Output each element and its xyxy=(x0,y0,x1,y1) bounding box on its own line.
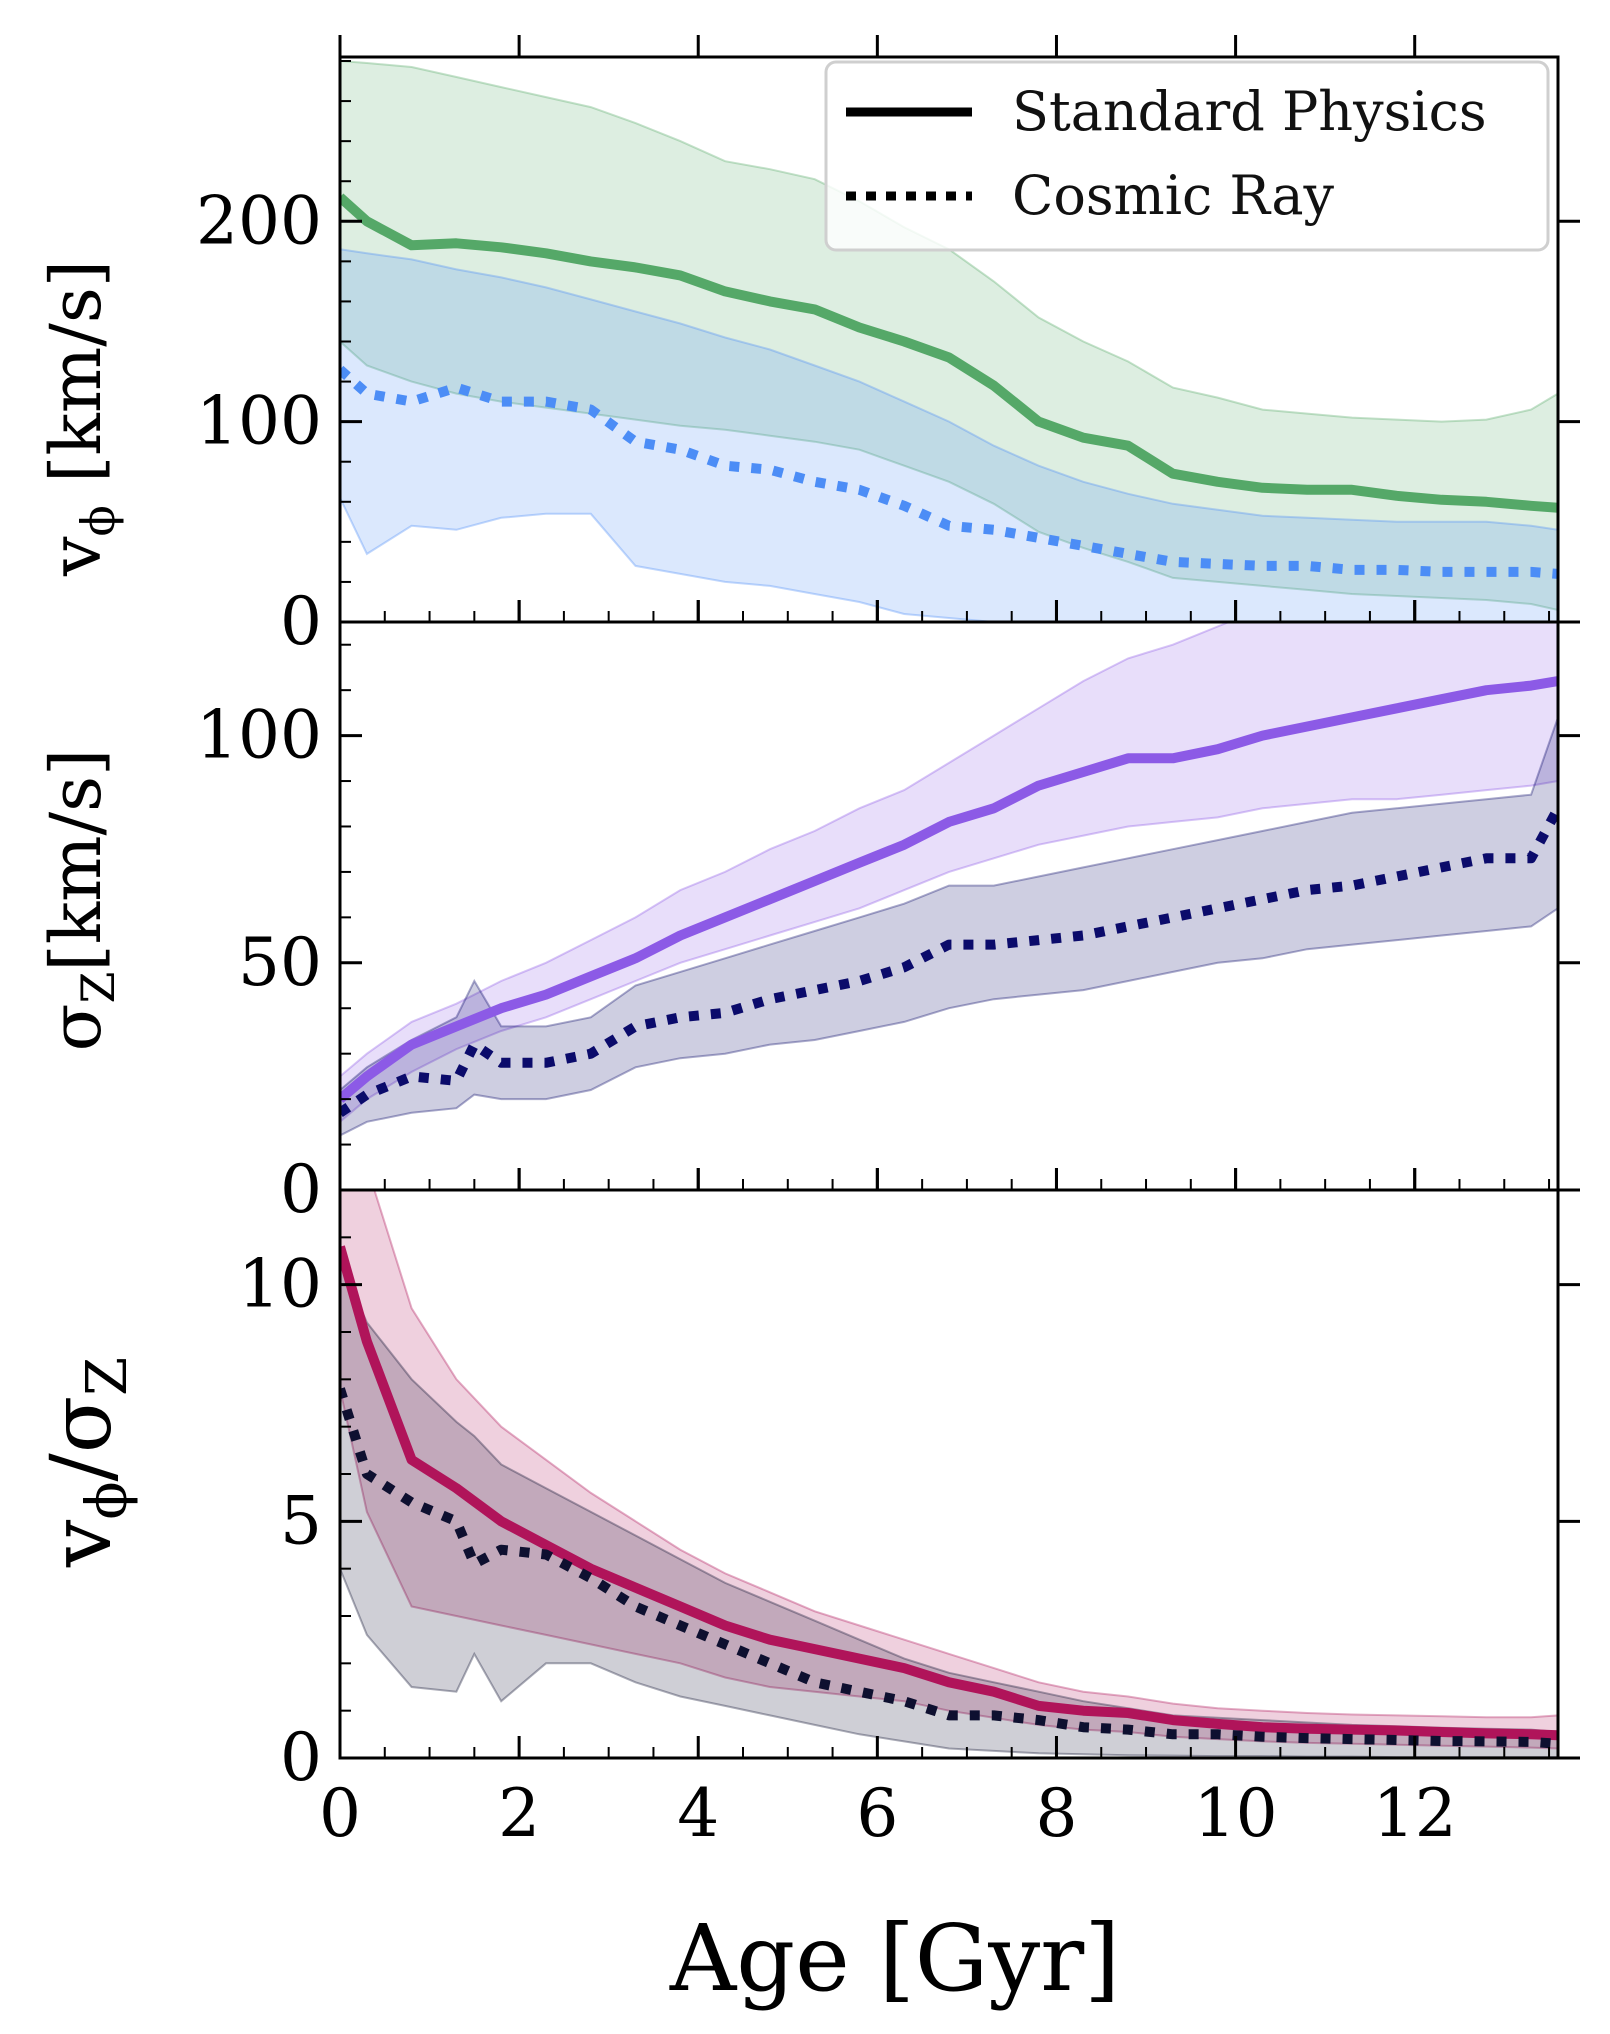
xtick-label: 6 xyxy=(856,1775,898,1852)
xtick-label: 8 xyxy=(1035,1775,1077,1852)
ylabel-bottom: vϕ/σZ xyxy=(32,1357,140,1568)
xtick-label: 12 xyxy=(1373,1775,1457,1852)
legend: Standard Physics Cosmic Ray xyxy=(824,60,1550,252)
legend-frame xyxy=(824,60,1550,252)
xtick-label: 4 xyxy=(677,1775,719,1852)
line-standard-physics xyxy=(340,676,1558,1103)
ytick-label: 5 xyxy=(280,1482,322,1559)
ytick-label: 0 xyxy=(280,1151,322,1228)
plot-area xyxy=(340,622,1558,1137)
xtick-label: 10 xyxy=(1194,1775,1278,1852)
ytick-label: 200 xyxy=(196,182,322,259)
panel-top-vphi: 0 100 200 xyxy=(196,35,1580,660)
ytick-label: 100 xyxy=(196,383,322,460)
band-cosmic-ray xyxy=(340,248,1558,622)
panel-bottom-ratio: 0 5 10 0 2 4 6 8 10 12 xyxy=(238,1168,1580,1852)
ytick-label: 10 xyxy=(238,1246,322,1323)
band-standard-physics xyxy=(340,622,1558,1124)
line-standard-physics xyxy=(340,1245,1558,1741)
plot-area xyxy=(340,1190,1558,1758)
ytick-label: 50 xyxy=(238,924,322,1001)
ytick-label: 0 xyxy=(280,583,322,660)
legend-label-cosmic: Cosmic Ray xyxy=(1012,164,1335,227)
band-cosmic-ray xyxy=(340,1260,1558,1758)
xlabel: Age [Gyr] xyxy=(669,1905,1120,2012)
plot-area xyxy=(340,59,1558,622)
legend-label-standard: Standard Physics xyxy=(1012,80,1487,143)
band-cosmic-ray xyxy=(340,717,1558,1137)
xtick-label: 0 xyxy=(319,1775,361,1852)
ylabel-top: vϕ [km/s] xyxy=(35,260,125,577)
line-cosmic-ray xyxy=(340,805,1558,1117)
line-standard-physics xyxy=(340,193,1558,513)
xtick-label: 2 xyxy=(498,1775,540,1852)
band-standard-physics xyxy=(340,59,1558,612)
ytick-label: 0 xyxy=(280,1719,322,1796)
line-cosmic-ray xyxy=(340,365,1558,579)
ylabel-middle: σZ[km/s] xyxy=(35,749,125,1052)
ytick-label: 100 xyxy=(196,697,322,774)
